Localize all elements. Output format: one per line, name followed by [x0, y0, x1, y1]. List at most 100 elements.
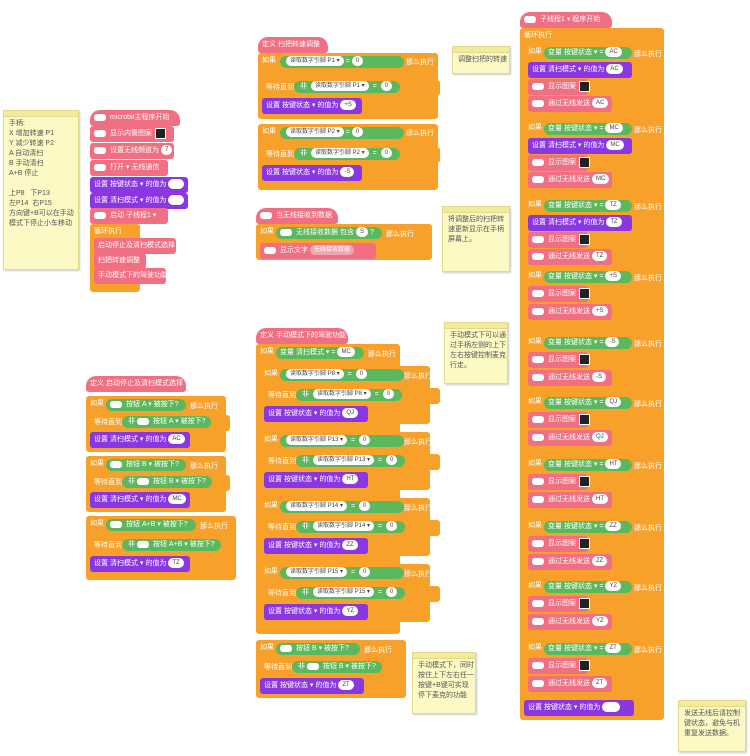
read-pin[interactable]: 读取数字引脚 P15 ▾	[286, 567, 348, 578]
wait-block[interactable]: 等待直到非 读取数字引脚 P8 ▾ = 0	[264, 388, 440, 404]
value-input[interactable]: YZ	[342, 606, 359, 617]
value-input[interactable]: MC	[168, 494, 186, 505]
value-input[interactable]: YZ	[592, 616, 608, 627]
icon-preview[interactable]	[155, 127, 166, 139]
value-input[interactable]: S	[355, 227, 368, 238]
radio-hat[interactable]: 当无线接收到数据	[256, 208, 338, 224]
value-input[interactable]: AC	[606, 64, 623, 75]
value-input[interactable]: ZZ	[342, 540, 358, 551]
state-cond[interactable]: 变量 按键状态 ▾ = TZ	[544, 200, 632, 212]
call-drive-block[interactable]: 手动模式下的驾驶功能	[94, 268, 168, 284]
not-cond[interactable]: 非 按钮 A ▾ 被按下?	[122, 416, 212, 429]
radio-group-block[interactable]: 设置无线频道为 7	[90, 143, 174, 159]
set-block[interactable]: 设置 清扫模式 ▾ 的值为 AC	[528, 62, 632, 78]
wait-block[interactable]: 等待直到非 读取数字引脚 P14 ▾ = 0	[264, 520, 440, 536]
wait-block[interactable]: 等待直到非 按钮 B ▾ 被按下?	[260, 660, 406, 676]
read-pin[interactable]: 读取数字引脚 P15 ▾	[312, 587, 374, 598]
wait-block[interactable]: 等待直到非 读取数字引脚 P13 ▾ = 0	[264, 454, 440, 470]
show-icon-block[interactable]: 显示图案	[528, 536, 590, 552]
wait-block[interactable]: 等待直到非 按钮 A ▾ 被按下?	[90, 415, 230, 431]
value-input[interactable]: 0	[380, 148, 392, 159]
value-input[interactable]: 0	[351, 56, 364, 67]
not-cond[interactable]: 非 读取数字引脚 P15 ▾ = 0	[296, 587, 406, 600]
not-cond[interactable]: 非 读取数字引脚 P1 ▾ = 0	[294, 81, 400, 94]
read-pin[interactable]: 读取数字引脚 P8 ▾	[312, 389, 371, 400]
btn-cond[interactable]: 按钮 B ▾ 被按下?	[276, 643, 360, 655]
show-icon-block[interactable]: 显示图案	[528, 155, 590, 171]
radio-on-block[interactable]: 打开 ▾ 无线通信	[90, 160, 168, 176]
set-block[interactable]: 设置 按键状态 ▾ 的值为 YZ	[264, 604, 368, 620]
value-input[interactable]: -S	[592, 372, 606, 383]
value-input[interactable]: TZ	[605, 200, 621, 211]
state-cond[interactable]: 变量 按键状态 ▾ = +S	[544, 271, 632, 283]
cond-eq[interactable]: 读取数字引脚 P13 ▾ = 0	[280, 435, 404, 447]
wait-block[interactable]: 等待直到非 按钮 A+B ▾ 被按下?	[90, 538, 236, 554]
state-cond[interactable]: 变量 按键状态 ▾ = YZ	[544, 581, 632, 593]
icon-preview[interactable]	[579, 537, 590, 549]
value-input[interactable]: +S	[340, 100, 356, 111]
value-input[interactable]: ZT	[338, 680, 354, 691]
main-hat[interactable]: microbit主程序开始	[90, 110, 180, 126]
radio-send-block[interactable]: 通过无线发送 TZ	[528, 249, 612, 265]
radio-send-block[interactable]: 通过无线发送 MC	[528, 172, 612, 188]
not-cond[interactable]: 非 读取数字引脚 P14 ▾ = 0	[296, 521, 406, 534]
read-pin[interactable]: 读取数字引脚 P1 ▾	[310, 81, 369, 92]
set-clean-mode-block[interactable]: 设置 清扫模式 ▾ 的值为	[90, 193, 188, 209]
value-input[interactable]: TZ	[168, 558, 184, 569]
value-input[interactable]: QJ	[342, 408, 359, 419]
recv-reporter[interactable]: 无线接收数据	[310, 245, 355, 256]
not-cond[interactable]: 非 按钮 B ▾ 被按下?	[122, 476, 212, 489]
show-icon-block[interactable]: 显示图案	[528, 286, 590, 302]
note-controller[interactable]: 手柄: X 增加转速 P1 Y 减少转速 P2 A 自动清扫 B 手动清扫 A+…	[3, 110, 79, 270]
wait-block[interactable]: 等待直到非 按钮 B ▾ 被按下?	[90, 475, 230, 491]
wait-block[interactable]: 等待直到非 读取数字引脚 P1 ▾ = 0	[262, 80, 440, 96]
state-cond[interactable]: 变量 按键状态 ▾ = ZZ	[544, 521, 632, 533]
read-pin[interactable]: 读取数字引脚 P1 ▾	[286, 56, 344, 67]
btn-cond[interactable]: 按钮 A+B ▾ 被按下?	[106, 519, 196, 531]
set-block[interactable]: 设置 按键状态 ▾ 的值为 -S	[262, 165, 362, 181]
show-icon-block[interactable]: 显示图案	[528, 79, 590, 95]
wait-block[interactable]: 等待直到非 读取数字引脚 P2 ▾ = 0	[262, 147, 440, 163]
value-input[interactable]: TZ	[592, 251, 608, 262]
icon-preview[interactable]	[579, 597, 590, 609]
value-input[interactable]: 0	[385, 587, 398, 598]
value-input[interactable]: HT	[592, 494, 608, 505]
radio-group-input[interactable]: 7	[161, 145, 173, 156]
read-pin[interactable]: 读取数字引脚 P14 ▾	[286, 501, 348, 512]
wait-block[interactable]: 等待直到非 读取数字引脚 P15 ▾ = 0	[264, 586, 440, 602]
show-icon-block[interactable]: 显示图案	[528, 474, 590, 490]
icon-preview[interactable]	[579, 156, 590, 168]
show-icon-block[interactable]: 显示图案	[528, 352, 590, 368]
show-icon-block[interactable]: 显示内置图案	[90, 126, 174, 142]
set-key-state-block[interactable]: 设置 按键状态 ▾ 的值为	[90, 177, 188, 193]
radio-send-block[interactable]: 通过无线发送 -S	[528, 370, 612, 386]
value-input[interactable]: ZT	[605, 643, 621, 654]
set-block[interactable]: 设置 按键状态 ▾ 的值为 ZZ	[264, 538, 368, 554]
set-block[interactable]: 设置 按键状态 ▾ 的值为 +S	[262, 98, 362, 114]
value-input[interactable]: 0	[355, 369, 368, 380]
cond-eq[interactable]: 读取数字引脚 P15 ▾ = 0	[280, 567, 404, 579]
icon-preview[interactable]	[579, 287, 590, 299]
start-thread-block[interactable]: 启动 子线程1 ▾	[90, 208, 168, 224]
read-pin[interactable]: 读取数字引脚 P8 ▾	[286, 369, 344, 380]
value-input[interactable]: AC	[168, 434, 185, 445]
icon-preview[interactable]	[579, 233, 590, 245]
read-pin[interactable]: 读取数字引脚 P14 ▾	[312, 521, 374, 532]
read-pin[interactable]: 读取数字引脚 P13 ▾	[286, 435, 348, 446]
radio-send-block[interactable]: 通过无线发送 ZT	[528, 676, 612, 692]
state-cond[interactable]: 变量 按键状态 ▾ = -S	[544, 337, 632, 349]
show-text-block[interactable]: 显示文字 无线接收数据	[260, 243, 376, 259]
btn-cond[interactable]: 按钮 A ▾ 被按下?	[106, 399, 186, 411]
value-input[interactable]: +S	[605, 271, 621, 282]
radio-send-block[interactable]: 通过无线发送 ZZ	[528, 554, 612, 570]
cond-eq[interactable]: 读取数字引脚 P2 ▾ = 0	[280, 127, 404, 139]
set-block[interactable]: 设置 清扫模式 ▾ 的值为 MC	[528, 138, 632, 154]
icon-preview[interactable]	[579, 659, 590, 671]
value-input[interactable]: MC	[605, 123, 623, 134]
value-input[interactable]: 0	[359, 501, 371, 512]
set-block[interactable]: 设置 清扫模式 ▾ 的值为 AC	[90, 432, 190, 448]
scan-def[interactable]: 定义 扫把转速调整	[258, 37, 328, 53]
value-input[interactable]: +S	[592, 306, 608, 317]
not-cond[interactable]: 非 读取数字引脚 P13 ▾ = 0	[296, 455, 406, 468]
call-select-block[interactable]: 启动停止及清扫模式选择	[94, 238, 176, 254]
